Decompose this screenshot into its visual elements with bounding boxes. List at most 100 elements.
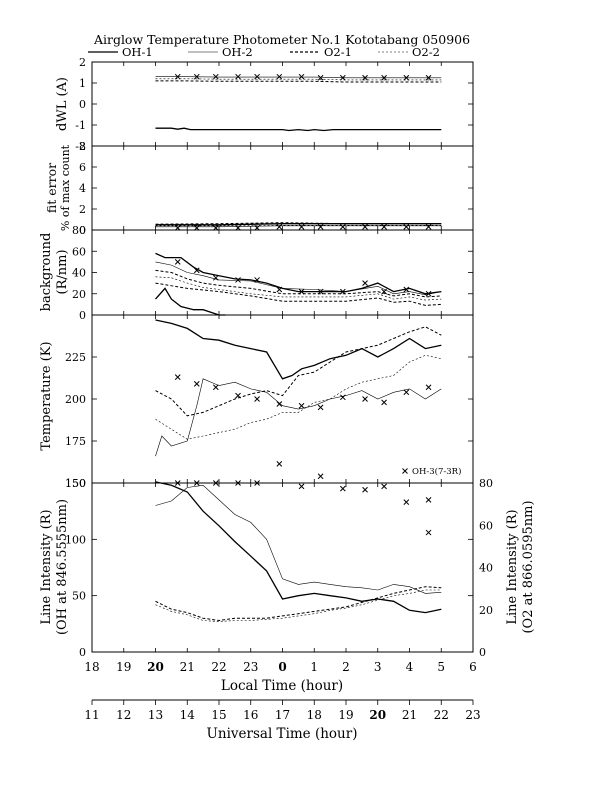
oh3-marker — [339, 74, 346, 81]
series-line-o2-1 — [155, 326, 442, 417]
lt-tick-label: 6 — [469, 660, 477, 674]
series-line-oh-1 — [155, 319, 442, 380]
oh3-marker — [212, 480, 219, 486]
y-tick-label: 6 — [79, 161, 86, 174]
oh3-marker — [403, 74, 410, 81]
series-line-oh-1 — [155, 252, 442, 295]
oh3-marker — [362, 223, 368, 230]
oh3-marker — [339, 223, 346, 230]
y-tick-label: 8 — [79, 140, 86, 153]
legend-item-oh-1: OH-1 — [88, 45, 153, 59]
oh3-marker — [425, 223, 432, 230]
legend-label: OH-2 — [222, 45, 253, 59]
oh3-marker — [276, 401, 283, 407]
y-tick-label: 100 — [65, 533, 86, 546]
oh3-marker — [193, 267, 200, 274]
series-line-o2-2 — [155, 276, 442, 301]
oh3-marker — [193, 73, 200, 80]
y-right-tick-label: 80 — [479, 477, 493, 490]
series-line-o2-2 — [155, 225, 442, 227]
oh3-marker — [339, 394, 346, 401]
lt-tick-label: 21 — [180, 660, 195, 674]
series-line-oh-2 — [155, 484, 442, 594]
oh3-marker — [403, 223, 410, 230]
legend-label: OH-1 — [122, 45, 153, 59]
oh3-legend-marker — [402, 468, 408, 474]
panel-temperature: 150 175 200 225 — [65, 314, 474, 490]
oh3-marker — [362, 396, 368, 402]
panel-dwl: -2 -1 0 1 2 — [75, 56, 474, 153]
series-line-oh-1-lower — [155, 287, 226, 316]
oh3-marker — [235, 392, 241, 399]
legend-item-o2-1: O2-1 — [290, 45, 352, 59]
panel-frame — [91, 229, 474, 316]
oh3-marker — [317, 288, 324, 295]
y-tick-label: 1 — [79, 77, 86, 90]
ut-tick-label: 18 — [307, 708, 322, 722]
oh3-marker — [403, 499, 410, 506]
ut-tick-label: 12 — [116, 708, 131, 722]
y-tick-label: 80 — [72, 224, 86, 237]
panel-frame — [91, 314, 474, 484]
oh3-marker — [339, 288, 346, 295]
oh3-marker — [276, 460, 283, 467]
ut-tick-label: 16 — [243, 708, 258, 722]
local-time-label: Local Time (hour) — [221, 678, 343, 694]
oh3-marker — [254, 277, 260, 283]
oh3-marker — [298, 223, 305, 230]
oh3-marker — [381, 74, 387, 81]
panel-intensity: 0 50 100 150 0 20 40 60 80 — [65, 460, 493, 659]
series-line-o2-1 — [155, 222, 442, 225]
ut-tick-label: 17 — [275, 708, 290, 722]
oh3-marker — [425, 529, 432, 536]
oh3-marker — [317, 74, 324, 81]
ut-tick-label: 23 — [465, 708, 480, 722]
oh3-marker — [425, 74, 432, 81]
series-line-oh-2 — [155, 378, 442, 457]
oh3-marker — [298, 73, 305, 80]
legend-label: O2-2 — [412, 45, 440, 59]
lt-tick-label: 20 — [147, 660, 164, 674]
oh3-marker — [276, 223, 283, 230]
oh3-marker — [212, 73, 219, 80]
oh3-marker — [362, 280, 368, 286]
ut-tick-label: 19 — [338, 708, 353, 722]
y-tick-label: 200 — [65, 393, 86, 406]
legend-item-oh-2: OH-2 — [188, 45, 253, 59]
oh3-marker — [381, 223, 387, 230]
ut-tick-label: 13 — [148, 708, 163, 722]
oh3-marker — [235, 277, 241, 283]
oh3-marker — [362, 74, 368, 81]
y-tick-label: 2 — [79, 203, 86, 216]
ylabel-intensity-oh: (OH at 846.5555nm) — [55, 499, 70, 635]
lt-tick-label: 0 — [278, 660, 286, 674]
oh3-marker — [317, 223, 324, 230]
y-tick-label: 0 — [79, 224, 86, 237]
ut-tick-label: 22 — [434, 708, 449, 722]
oh3-marker — [235, 480, 241, 486]
ylabel-dwl: dWL (A) — [55, 77, 70, 131]
panel-frame — [91, 145, 474, 231]
y-tick-label: 50 — [72, 590, 86, 603]
oh3-marker — [235, 73, 241, 80]
ut-tick-label: 20 — [369, 708, 386, 722]
oh3-marker — [254, 73, 260, 80]
y-tick-label: 0 — [79, 646, 86, 659]
oh3-marker — [317, 404, 324, 411]
y-right-tick-label: 40 — [479, 562, 493, 575]
lt-tick-label: 4 — [406, 660, 414, 674]
panel-frame — [91, 482, 474, 653]
ylabel-intensity: Line Intensity (R) — [39, 509, 54, 624]
oh3-marker — [276, 286, 283, 293]
oh3-marker — [174, 374, 181, 381]
oh3-marker — [381, 483, 387, 490]
universal-time-label: Universal Time (hour) — [207, 726, 358, 742]
ut-tick-label: 15 — [211, 708, 226, 722]
oh3-marker — [403, 389, 410, 396]
oh3-marker — [425, 384, 432, 391]
ylabel-fit-sub: % of max count — [59, 144, 72, 231]
y-tick-label: 40 — [72, 267, 86, 280]
oh3-marker — [425, 497, 432, 503]
oh3-marker — [403, 286, 410, 293]
y-right-tick-label: 20 — [479, 604, 493, 617]
